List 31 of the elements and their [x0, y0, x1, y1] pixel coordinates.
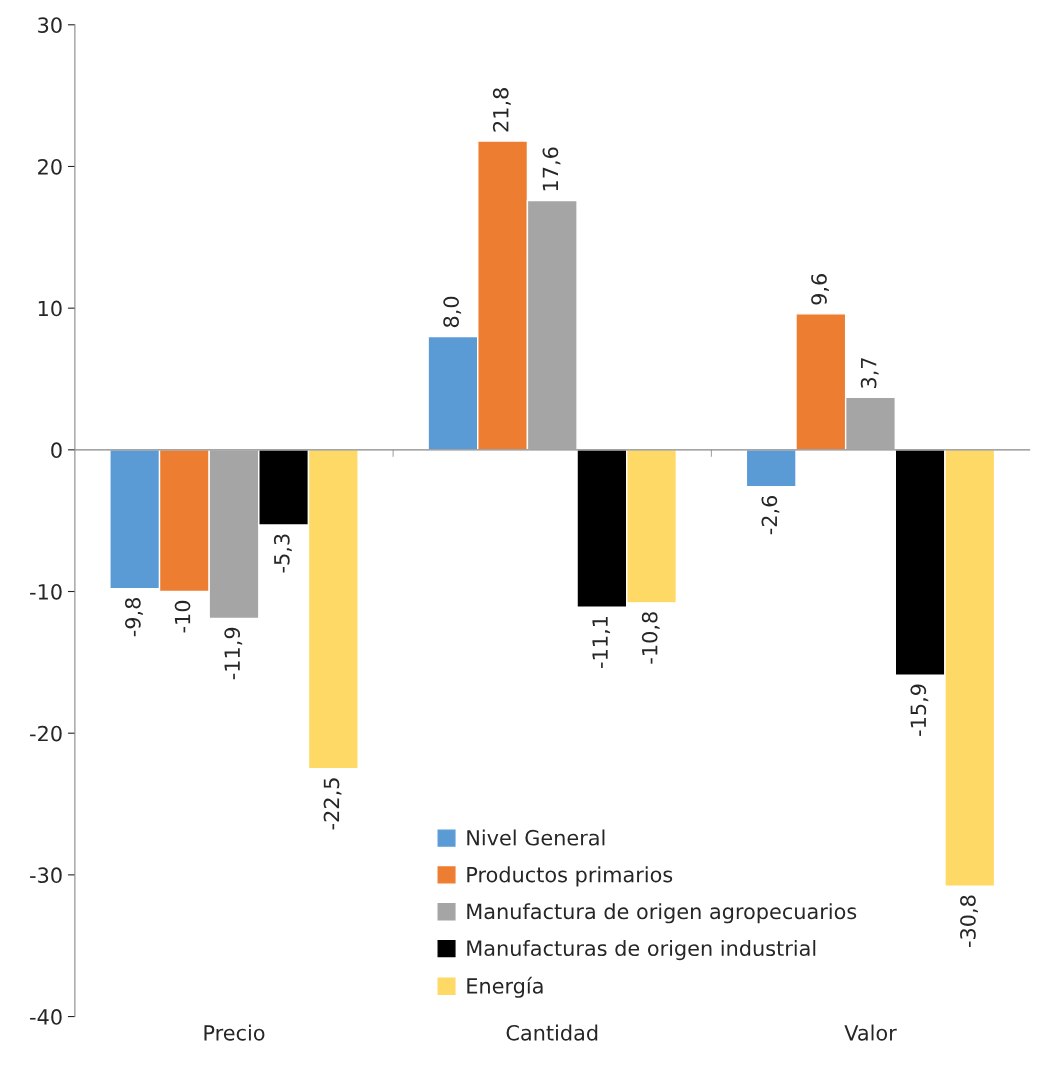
data-label: -22,5 — [323, 778, 342, 830]
data-label: -9,8 — [125, 598, 143, 637]
y-tick-label: -30 — [30, 867, 62, 884]
y-tick-label: -40 — [30, 1009, 62, 1025]
legend-label: Productos primarios — [467, 866, 673, 887]
data-label: 3,7 — [860, 358, 879, 388]
y-tick-label: 0 — [51, 442, 62, 459]
data-label: 8,0 — [443, 296, 462, 328]
legend-label: Manufacturas de origen industrial — [467, 939, 816, 961]
legend-label: Manufactura de origen agropecuarios — [467, 903, 857, 924]
y-tick-label: 30 — [38, 17, 62, 34]
data-label: -5,3 — [273, 534, 292, 573]
data-label: -15,9 — [910, 684, 929, 736]
y-tick-label: 20 — [38, 158, 62, 175]
legend-label: Energía — [467, 976, 543, 998]
data-label: -2,6 — [761, 495, 780, 535]
y-tick-label: 10 — [38, 300, 62, 317]
data-label: -10,8 — [641, 612, 660, 664]
x-tick-label: Valor — [844, 1024, 897, 1041]
data-label: 9,6 — [811, 274, 830, 305]
data-label: 17,6 — [542, 147, 561, 191]
data-label: 21,8 — [492, 88, 511, 132]
data-label: -30,8 — [960, 895, 978, 948]
y-tick-label: -20 — [30, 725, 62, 742]
x-tick-label: Precio — [204, 1024, 265, 1041]
data-label: -11,9 — [224, 627, 243, 680]
data-label: -10 — [174, 600, 191, 633]
data-label: -11,1 — [592, 616, 611, 668]
x-tick-label: Cantidad — [506, 1024, 598, 1041]
y-tick-label: -10 — [30, 583, 62, 600]
legend-label: Nivel General — [467, 829, 605, 846]
